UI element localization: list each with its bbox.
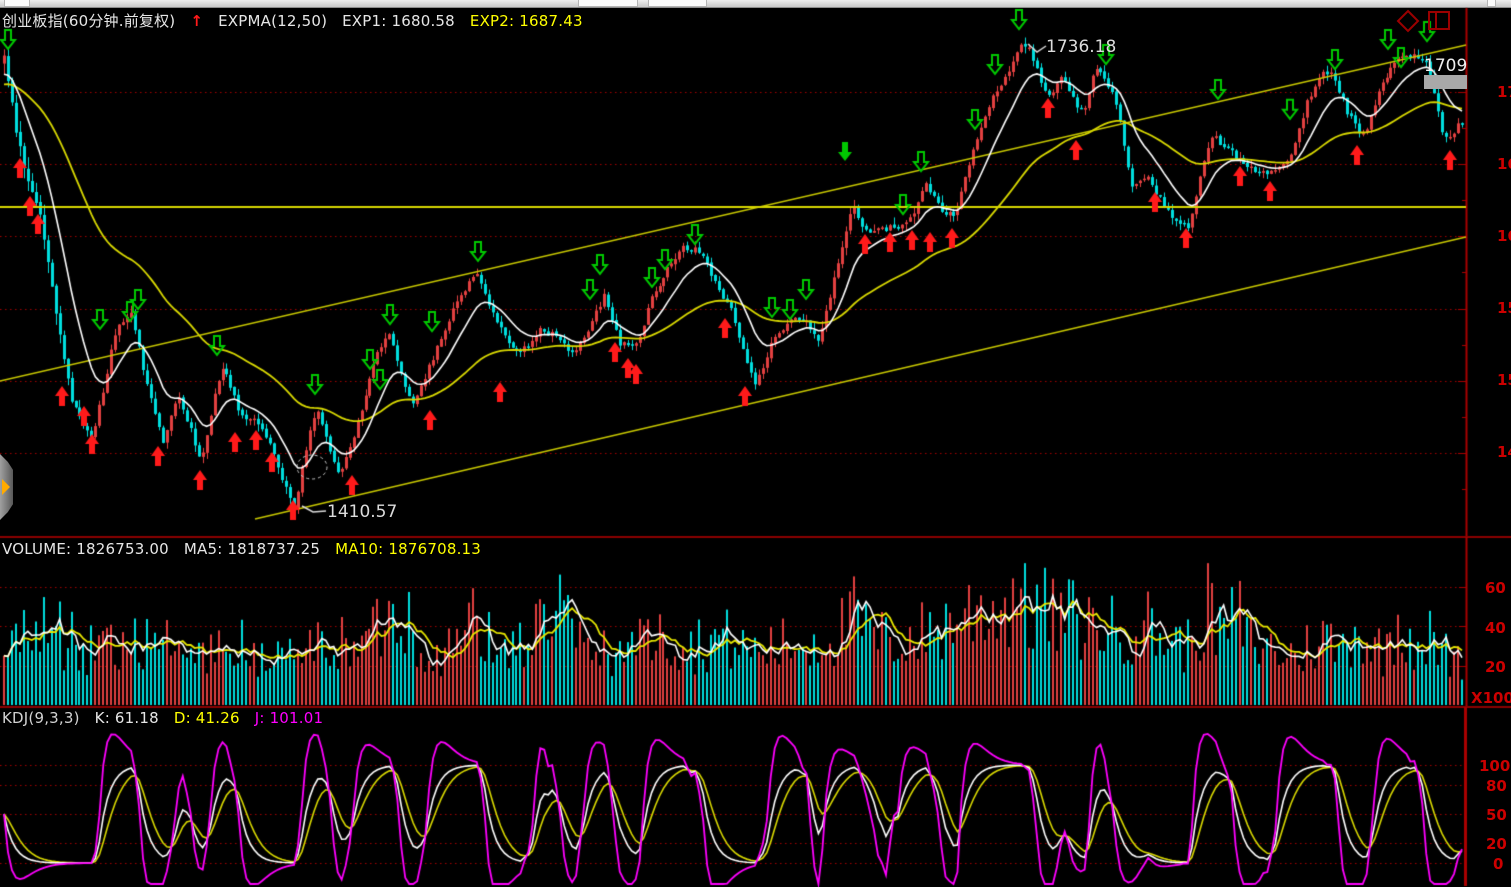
volume-ma10-value: MA10: 1876708.13	[335, 540, 482, 558]
kdj-axis-label: 100	[1479, 757, 1511, 775]
kdj-header: KDJ(9,3,3) K: 61.18 D: 41.26 J: 101.01	[2, 709, 333, 727]
exp2-value: EXP2: 1687.43	[469, 12, 583, 30]
price-axis-label: 1650	[1497, 155, 1511, 173]
last-price-annotation: 1709	[1424, 56, 1468, 76]
kdj-axis-label: 0	[1493, 855, 1504, 873]
exp1-value: EXP1: 1680.58	[342, 12, 455, 30]
price-axis-label: 1500	[1497, 371, 1511, 389]
peak-price-annotation: 1736.18	[1046, 37, 1117, 57]
price-axis-label: 1550	[1497, 299, 1511, 317]
main-chart-header: 创业板指(60分钟.前复权) ↑ EXPMA(12,50) EXP1: 1680…	[2, 10, 593, 31]
volume-unit-label: X100	[1471, 689, 1511, 707]
kdj-axis-label: 20	[1486, 835, 1507, 853]
kdj-axis-label: 50	[1486, 806, 1507, 824]
last-price-marker-box	[1424, 75, 1467, 89]
kdj-k-value: K: 61.18	[94, 709, 159, 727]
volume-ma5-value: MA5: 1818737.25	[183, 540, 321, 558]
volume-axis-label: 40	[1485, 619, 1506, 637]
trend-up-arrow-icon: ↑	[190, 12, 204, 30]
price-axis-label: 1600	[1497, 227, 1511, 245]
kdj-j-value: J: 101.01	[254, 709, 324, 727]
window-icon-group	[1396, 9, 1451, 33]
volume-axis-label: 20	[1485, 658, 1506, 676]
trough-price-annotation: 1410.57	[327, 502, 398, 522]
kdj-indicator-name[interactable]: KDJ(9,3,3)	[2, 709, 80, 727]
expand-arrow-icon	[2, 479, 10, 495]
price-axis-label: 1450	[1497, 443, 1511, 461]
volume-value: VOLUME: 1826753.00	[2, 540, 169, 558]
kdj-axis-label: 80	[1486, 777, 1507, 795]
symbol-title: 创业板指(60分钟.前复权)	[2, 12, 176, 30]
indicator-name[interactable]: EXPMA(12,50)	[218, 12, 328, 30]
diamond-icon[interactable]	[1396, 9, 1420, 33]
kdj-d-value: D: 41.26	[173, 709, 240, 727]
volume-axis-label: 60	[1485, 579, 1506, 597]
split-window-icon[interactable]	[1427, 9, 1451, 33]
sidebar-flyout-handle[interactable]	[0, 454, 13, 520]
price-axis-label: 1700	[1497, 83, 1511, 101]
volume-header: VOLUME: 1826753.00 MA5: 1818737.25 MA10:…	[2, 540, 491, 558]
